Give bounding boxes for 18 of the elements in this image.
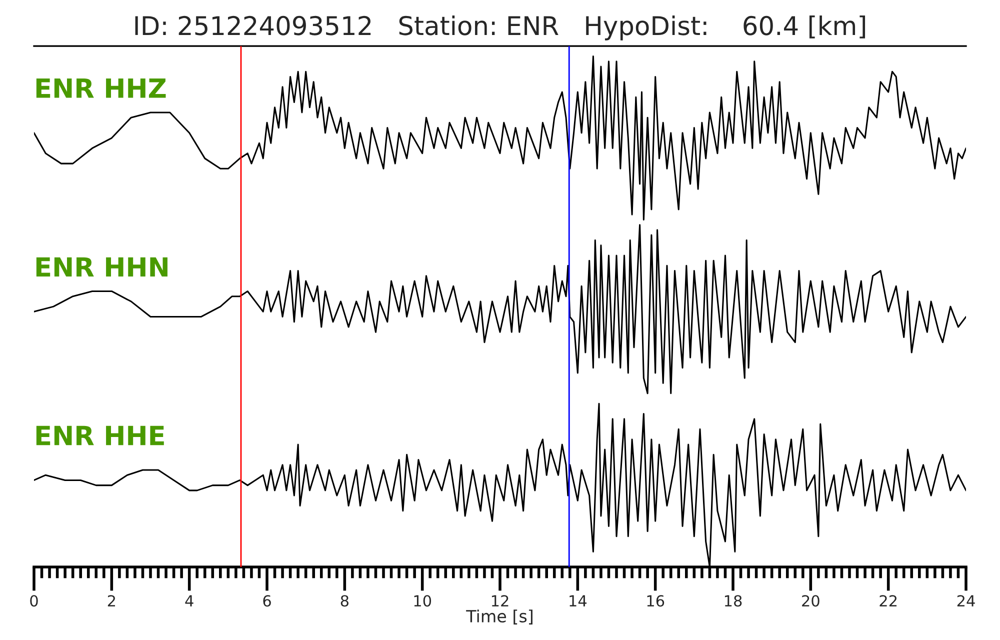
series-label: ENR HHN bbox=[36, 257, 168, 277]
x-tick-label: 4 bbox=[185, 595, 194, 606]
x-tick-label: 16 bbox=[647, 595, 664, 607]
x-tick-label: 2 bbox=[108, 595, 115, 606]
chart-title: ID: 251224093512 Station: ENR HypoDist: 60.4 [km] bbox=[135, 15, 866, 40]
x-tick-label: 14 bbox=[570, 595, 587, 606]
x-tick-label: 8 bbox=[340, 595, 348, 607]
x-tick-label: 18 bbox=[724, 595, 742, 607]
x-tick-label: 22 bbox=[880, 595, 897, 606]
x-tick-label: 0 bbox=[30, 595, 38, 607]
x-tick-label: 6 bbox=[263, 595, 271, 607]
x-tick-label: 24 bbox=[957, 595, 975, 606]
x-axis-title: Time [s] bbox=[466, 610, 532, 624]
series-label: ENR HHE bbox=[36, 426, 164, 446]
x-tick-label: 12 bbox=[492, 595, 508, 606]
x-tick-label: 10 bbox=[414, 595, 432, 607]
series-label: ENR HHZ bbox=[36, 78, 166, 98]
x-tick-label: 20 bbox=[802, 595, 820, 607]
